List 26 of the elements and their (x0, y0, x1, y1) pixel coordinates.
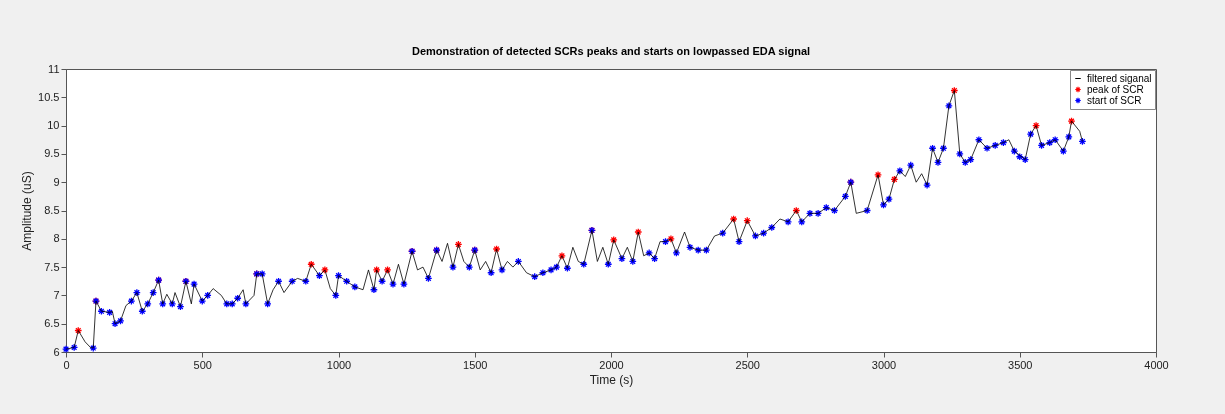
chart-title: Demonstration of detected SCRs peaks and starts on lowpassed EDA signal (411, 45, 811, 57)
x-tick-label: 2000 (599, 358, 624, 371)
x-tick-label: 500 (193, 358, 212, 371)
y-tick-label: 9 (53, 175, 60, 188)
x-tick-label: 1000 (326, 358, 352, 371)
x-tick-label: 4000 (1144, 358, 1169, 371)
x-axis-title: Time (s) (589, 372, 634, 387)
x-tick-label: 0 (63, 358, 70, 371)
legend-label: peak of SCR (1087, 83, 1144, 95)
legend-label: start of SCR (1087, 94, 1142, 106)
y-tick-label: 10 (47, 119, 60, 132)
y-tick-label: 7.5 (44, 260, 60, 273)
y-tick-label: 6 (53, 345, 60, 358)
x-tick-label: 1500 (463, 358, 488, 371)
y-tick-label: 6.5 (44, 317, 60, 330)
y-tick-label: 7 (53, 288, 60, 301)
y-tick-label: 8.5 (44, 204, 60, 216)
y-tick-label: 9.5 (44, 147, 60, 160)
y-tick-label: 11 (48, 62, 60, 75)
y-tick-label: 8 (53, 232, 60, 245)
legend-label: filtered siganal (1087, 72, 1152, 84)
y-tick-label: 10.5 (38, 90, 60, 103)
x-tick-label: 3000 (871, 358, 897, 371)
y-axis-title: Amplitude (uS) (20, 171, 35, 251)
x-tick-label: 2500 (735, 358, 760, 371)
x-tick-label: 3500 (1008, 358, 1033, 371)
